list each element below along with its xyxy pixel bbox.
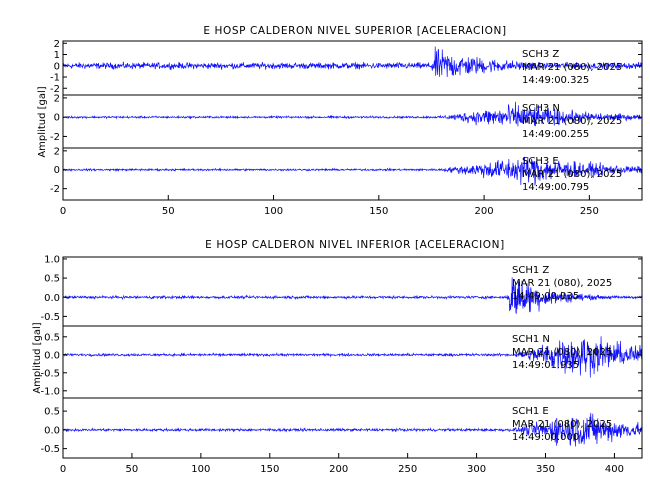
chart1-y-tick-label: 0.5: [44, 407, 60, 418]
chart1-x-tick-label: 250: [398, 464, 417, 475]
chart1-trace-annotation: SCH1 E: [512, 406, 549, 417]
chart0-trace-sch3-z: [62, 46, 643, 78]
chart1-y-tick-label: -0.5: [40, 312, 60, 323]
chart1-trace-sch1-e: [62, 412, 643, 447]
chart0-y-tick-label: 1: [54, 50, 60, 61]
chart0-trace-sch3-n: [62, 101, 643, 127]
chart0-x-tick-label: 100: [264, 206, 283, 217]
chart0-trace-annotation: SCH3 N: [522, 103, 560, 114]
chart0-trace-annotation: 14:49:00.795: [522, 182, 589, 193]
chart0-x-tick-label: 250: [580, 206, 599, 217]
chart1-y-tick-label: 0.5: [44, 274, 60, 285]
top-chart-title: E HOSP CALDERON NIVEL SUPERIOR [ACELERAC…: [203, 25, 506, 37]
chart0-x-tick-label: 150: [369, 206, 388, 217]
chart1-trace-sch1-n: [62, 336, 643, 378]
chart0-x-tick-label: 0: [60, 206, 66, 217]
chart1-x-tick-label: 350: [536, 464, 555, 475]
chart1-y-tick-label: -1.0: [40, 386, 60, 397]
chart0-trace-annotation: SCH3 E: [522, 156, 559, 167]
chart0-y-tick-label: 2: [54, 146, 60, 157]
chart1-y-tick-label: 0.0: [44, 293, 60, 304]
chart1-trace-annotation: SCH1 Z: [512, 265, 549, 276]
chart1-x-tick-label: 200: [329, 464, 348, 475]
chart0-trace-sch3-e: [62, 156, 643, 186]
chart1-trace-annotation: 14:49:00.000: [512, 432, 579, 443]
chart1-x-tick-label: 0: [60, 464, 66, 475]
chart0-trace-annotation: MAR 21 (080), 2025: [522, 116, 622, 127]
chart1-trace-annotation: 14:49:01.935: [512, 360, 579, 371]
chart1-trace-annotation: MAR 21 (080), 2025: [512, 419, 612, 430]
chart1-x-tick-label: 150: [260, 464, 279, 475]
chart0-y-tick-label: 2: [54, 93, 60, 104]
chart1-y-tick-label: -0.5: [40, 444, 60, 455]
chart1-y-tick-label: 0.0: [44, 350, 60, 361]
chart0-y-tick-label: -1: [50, 73, 60, 84]
chart1-x-tick-label: 300: [467, 464, 486, 475]
chart1-y-tick-label: -0.5: [40, 368, 60, 379]
chart1-y-tick-label: 0.0: [44, 425, 60, 436]
chart0-trace-annotation: MAR 21 (080), 2025: [522, 169, 622, 180]
chart1-trace-annotation: SCH1 N: [512, 334, 550, 345]
chart0-y-tick-label: 0: [54, 113, 60, 124]
chart0-trace-annotation: SCH3 Z: [522, 49, 559, 60]
chart1-x-tick-label: 50: [126, 464, 139, 475]
chart0-trace-annotation: MAR 21 (080), 2025: [522, 62, 622, 73]
chart1-x-tick-label: 400: [605, 464, 624, 475]
chart0-trace-annotation: 14:49:00.325: [522, 75, 589, 86]
chart0-y-tick-label: -2: [50, 132, 60, 143]
chart0-x-tick-label: 50: [162, 206, 175, 217]
chart1-y-tick-label: 0.5: [44, 332, 60, 343]
chart0-y-tick-label: 0: [54, 165, 60, 176]
chart0-trace-annotation: 14:49:00.255: [522, 129, 589, 140]
chart1-x-tick-label: 100: [191, 464, 210, 475]
top-chart-y-axis-label: Amplitud [gal]: [37, 86, 48, 157]
chart0-y-tick-label: -2: [50, 184, 60, 195]
chart1-y-tick-label: 1.0: [44, 254, 60, 265]
chart1-trace-sch1-z: [62, 277, 643, 314]
bottom-chart-y-axis-label: Amplitud [gal]: [32, 322, 43, 393]
chart0-y-tick-label: 2: [54, 39, 60, 50]
chart1-trace-annotation: 14:49:00.935: [512, 291, 579, 302]
chart0-y-tick-label: 0: [54, 61, 60, 72]
bottom-chart-title: E HOSP CALDERON NIVEL INFERIOR [ACELERAC…: [205, 239, 505, 251]
chart1-panel-frame-2: [62, 397, 643, 459]
chart1-trace-annotation: MAR 21 (080), 2025: [512, 347, 612, 358]
chart1-trace-annotation: MAR 21 (080), 2025: [512, 278, 612, 289]
chart0-x-tick-label: 200: [475, 206, 494, 217]
chart0-panel-frame-2: [62, 147, 643, 201]
chart0-y-tick-label: -2: [50, 84, 60, 95]
